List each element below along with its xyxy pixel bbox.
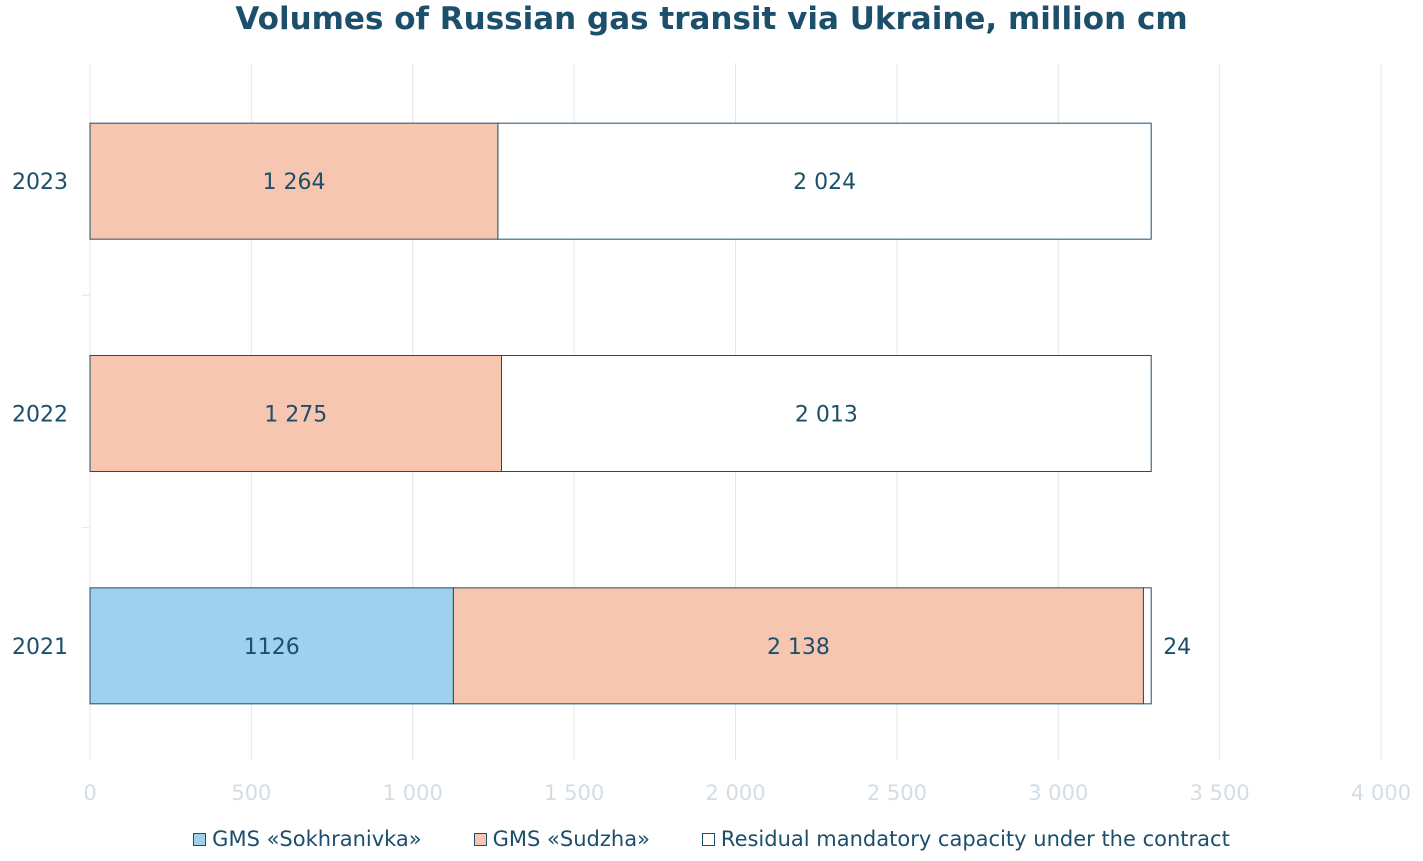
data-label: 2 138 <box>767 635 830 660</box>
legend: GMS «Sokhranivka» GMS «Sudzha» Residual ma… <box>0 823 1423 855</box>
legend-swatch <box>473 832 487 846</box>
bar-segment <box>89 587 454 705</box>
x-tick-label: 500 <box>231 781 271 805</box>
bar-segment <box>1142 587 1152 705</box>
legend-item: Residual mandatory capacity under the co… <box>701 827 1230 851</box>
x-tick-label: 1 500 <box>544 781 604 805</box>
data-label: 1 264 <box>262 170 325 195</box>
legend-label: Residual mandatory capacity under the co… <box>720 827 1230 851</box>
x-tick-label: 4 000 <box>1351 781 1411 805</box>
data-label: 24 <box>1163 635 1191 660</box>
bar-segment <box>501 355 1152 472</box>
x-tick-label: 1 000 <box>383 781 443 805</box>
bar-segment <box>497 122 1152 240</box>
bar-segment <box>89 122 499 240</box>
legend-label: GMS «Sokhranivka» <box>212 827 422 851</box>
data-label: 2 024 <box>793 170 856 195</box>
legend-swatch <box>701 832 715 846</box>
x-tick-label: 3 500 <box>1190 781 1250 805</box>
chart-title: Volumes of Russian gas transit via Ukrai… <box>235 1 1188 37</box>
bar-chart: 0 500 1 000 1 500 2 000 2 500 3 000 3 500 4 000 2… <box>12 63 1411 805</box>
x-tick-label: 2 000 <box>705 781 765 805</box>
data-label: 1 275 <box>264 403 327 428</box>
bar-segment <box>89 355 503 472</box>
legend-label: GMS «Sudzha» <box>492 827 650 851</box>
x-tick-label: 3 000 <box>1028 781 1088 805</box>
x-tick-label: 2 500 <box>867 781 927 805</box>
legend-swatch <box>193 832 207 846</box>
legend-item: GMS «Sudzha» <box>473 827 650 851</box>
legend-item: GMS «Sokhranivka» <box>193 827 422 851</box>
data-label: 1126 <box>244 635 300 660</box>
x-tick-label: 0 <box>83 781 96 805</box>
data-label: 2 013 <box>795 403 858 428</box>
y-tick-label: 2021 <box>12 635 68 660</box>
y-tick-label: 2023 <box>12 170 68 195</box>
y-tick-label: 2022 <box>12 403 68 428</box>
